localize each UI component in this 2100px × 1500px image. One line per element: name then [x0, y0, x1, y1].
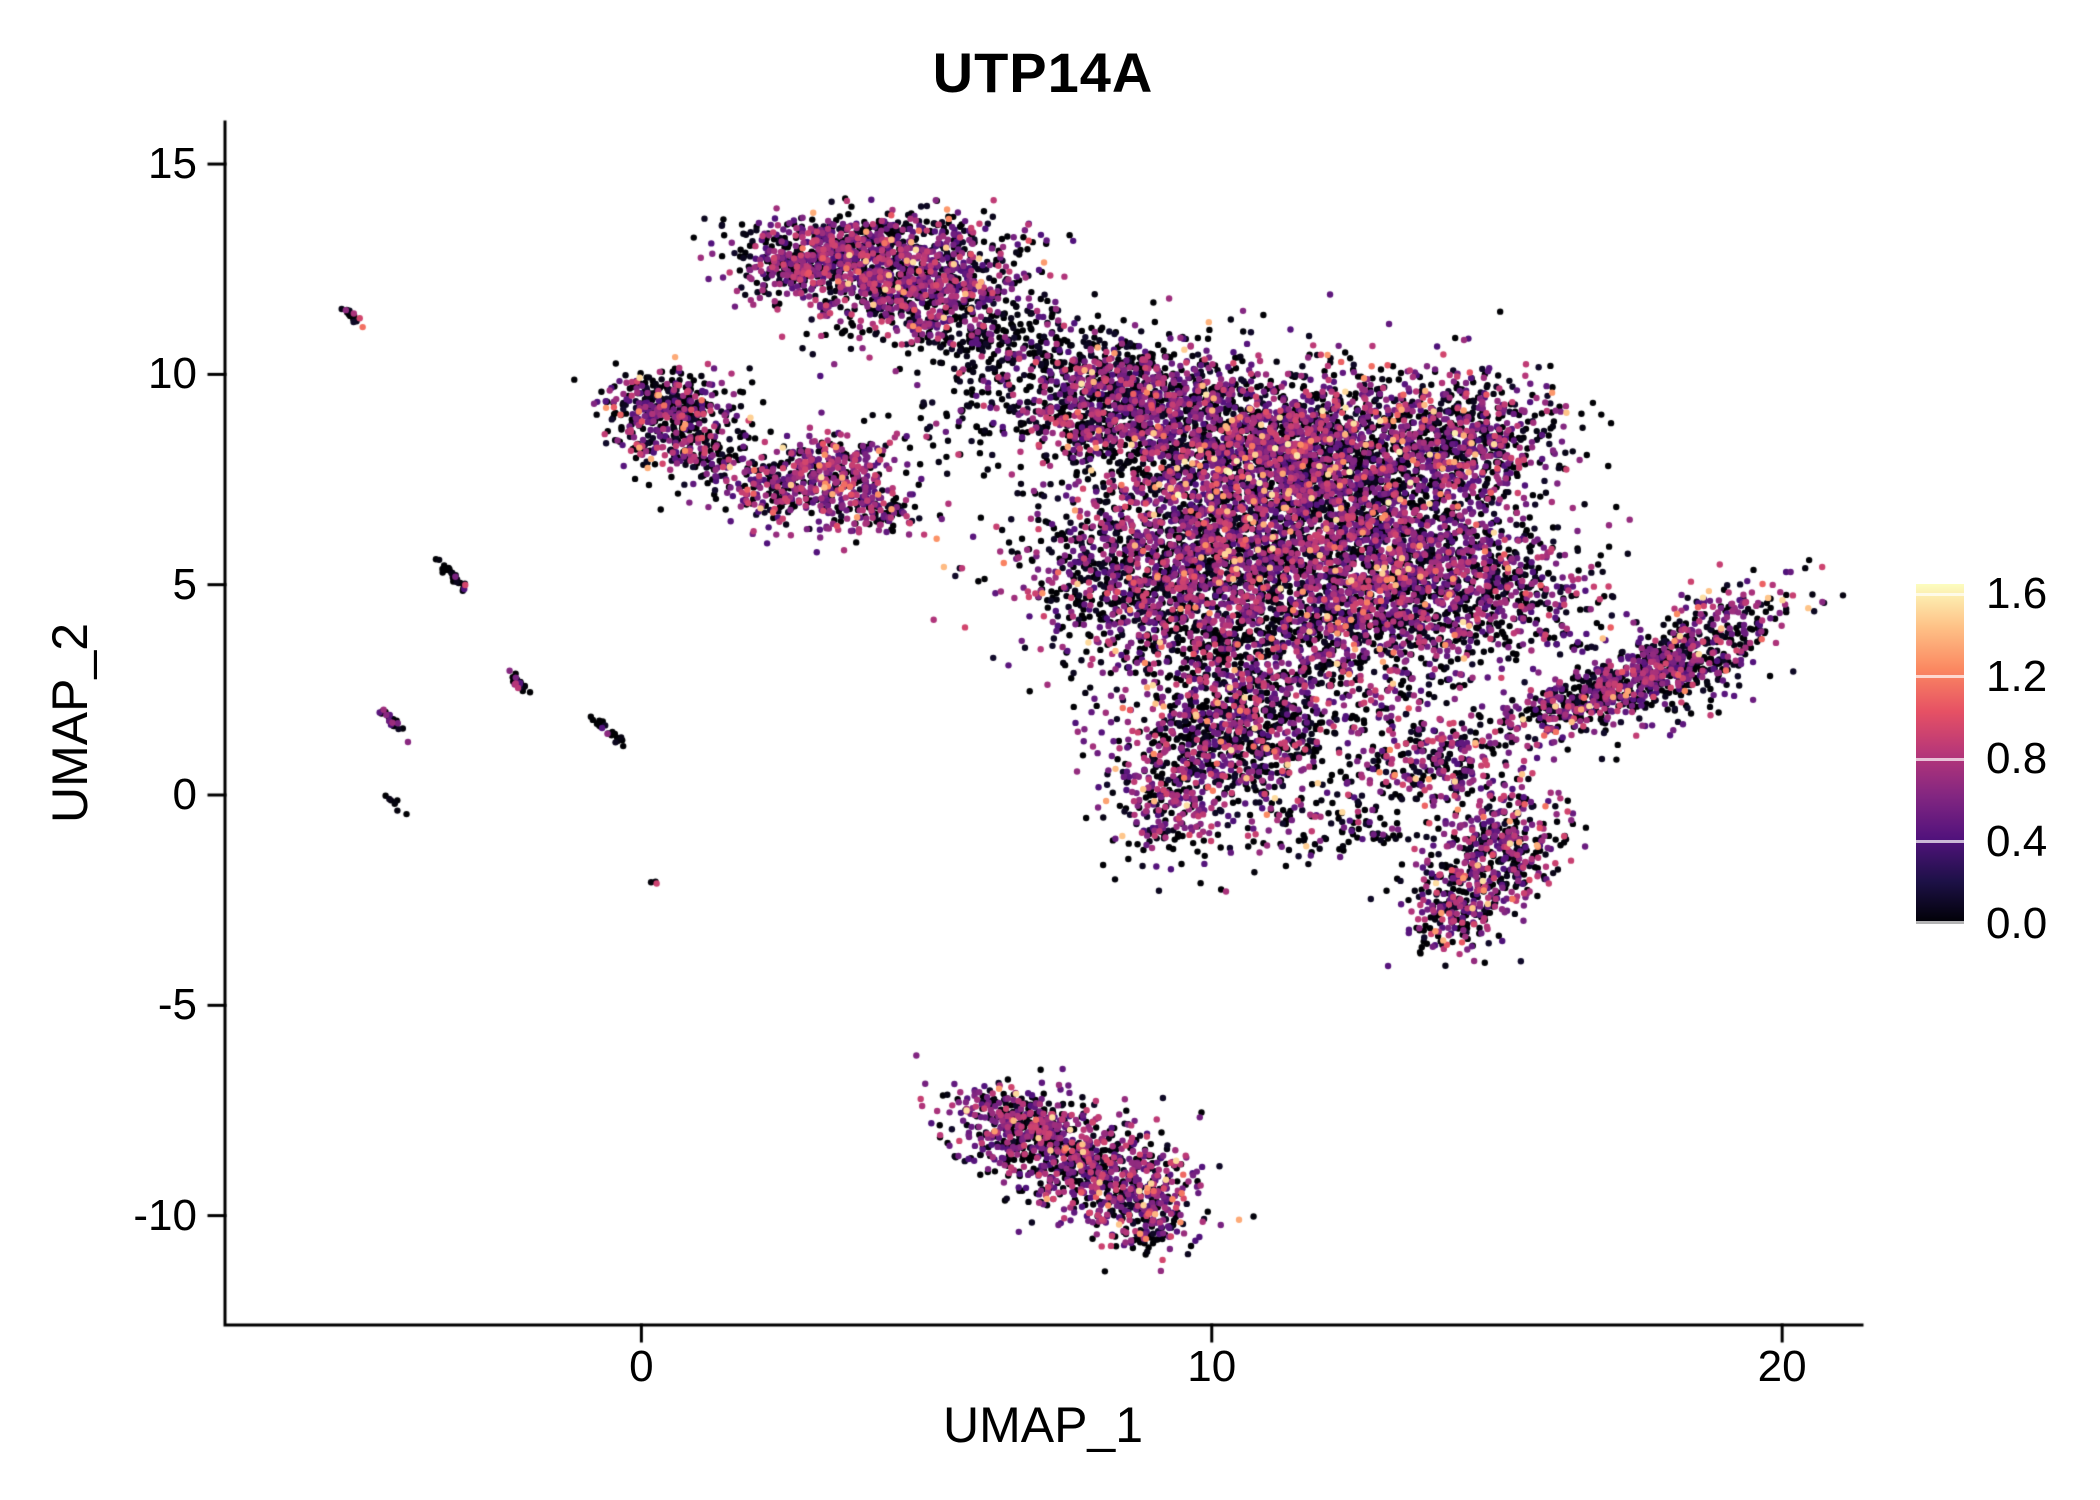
legend-tick-label-0.0: 0.0 [1986, 899, 2048, 948]
x-tick-label-10: 10 [1187, 1342, 1237, 1391]
plot-title: UTP14A [932, 41, 1154, 104]
legend-tick-label-0.4: 0.4 [1986, 816, 2048, 866]
y-tick-label-0: 0 [172, 770, 197, 819]
y-tick-label-15: 15 [148, 139, 197, 189]
legend-tick-label-0.8: 0.8 [1986, 734, 2048, 784]
colorbar-tick-1.6 [1916, 592, 1964, 596]
x-tick-label-0: 0 [629, 1342, 654, 1391]
x-axis-label: UMAP_1 [942, 1397, 1144, 1453]
legend-tick-label-1.2: 1.2 [1986, 651, 2048, 701]
legend-tick-label-1.6: 1.6 [1986, 569, 2048, 619]
y-tick-label--10: -10 [133, 1190, 197, 1240]
colorbar-gradient [1916, 584, 1964, 924]
y-axis-label: UMAP_2 [42, 622, 98, 824]
y-tick-label-5: 5 [172, 559, 197, 609]
y-tick-label-10: 10 [148, 349, 197, 399]
y-tick-label--5: -5 [157, 980, 197, 1030]
colorbar-tick-0.4 [1916, 840, 1964, 844]
x-tick-label-20: 20 [1757, 1342, 1807, 1391]
colorbar-tick-0.0 [1916, 921, 1964, 924]
colorbar-tick-0.8 [1916, 757, 1964, 761]
colorbar-tick-1.2 [1916, 675, 1964, 679]
